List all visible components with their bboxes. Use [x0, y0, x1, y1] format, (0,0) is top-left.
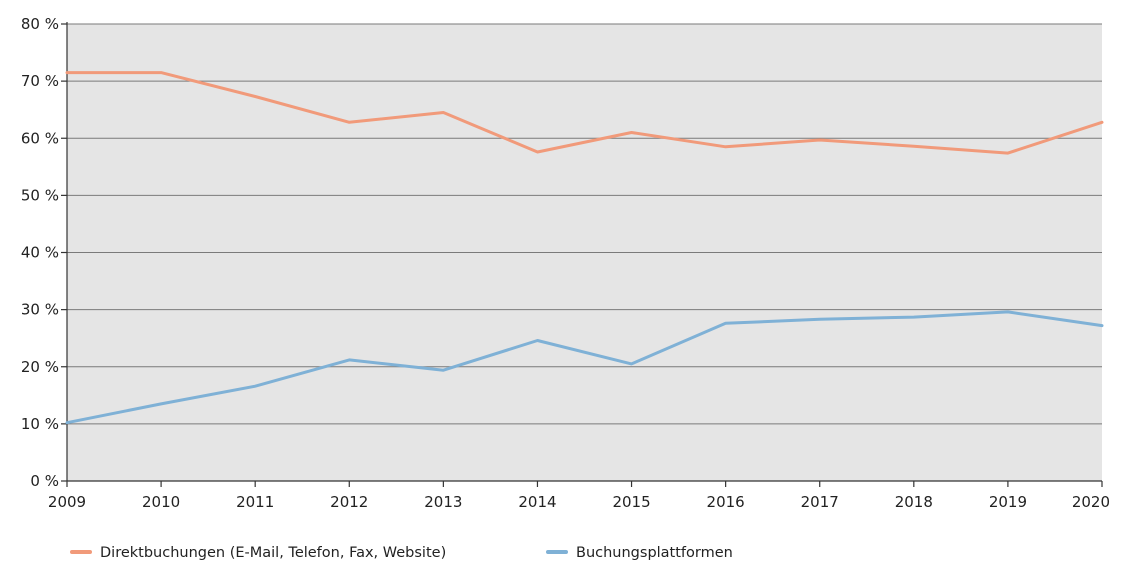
x-tick-label: 2017: [801, 493, 839, 511]
y-tick-label: 10 %: [21, 415, 59, 433]
y-tick-label: 20 %: [21, 358, 59, 376]
y-tick-label: 80 %: [21, 15, 59, 33]
y-tick-label: 70 %: [21, 72, 59, 90]
series-line-2: [65, 310, 1104, 425]
x-axis-tick-labels: 2009 2010 2011 2012 2013 2014 2015 2016 2017 2018…: [48, 481, 1110, 511]
legend-label: Direktbuchungen (E-Mail, Telefon, Fax, W…: [100, 545, 446, 561]
gridlines: [67, 23, 1102, 425]
legend-label: Buchungsplattformen: [576, 545, 733, 561]
legend: Direktbuchungen (E-Mail, Telefon, Fax, W…: [70, 545, 733, 561]
y-tick-label: 0 %: [30, 472, 59, 490]
x-tick-label: 2013: [424, 493, 462, 511]
x-tick-label: 2019: [989, 493, 1027, 511]
y-tick-label: 40 %: [21, 244, 59, 262]
x-tick-label: 2011: [236, 493, 274, 511]
y-tick-label: 50 %: [21, 186, 59, 204]
y-tick-label: 60 %: [21, 129, 59, 147]
axes: [66, 22, 1102, 482]
series-lines: [65, 71, 1104, 425]
series-line-1: [65, 71, 1104, 155]
x-tick-label: 2016: [707, 493, 745, 511]
x-tick-label: 2014: [518, 493, 556, 511]
x-tick-label: 2015: [612, 493, 650, 511]
y-axis-tick-labels: 0 % 10 % 20 % 30 % 40 % 50 % 60 % 70 % 80 %: [21, 15, 67, 490]
x-tick-label: 2010: [142, 493, 180, 511]
x-tick-label: 2012: [330, 493, 368, 511]
y-tick-label: 30 %: [21, 301, 59, 319]
x-tick-label: 2020: [1072, 493, 1110, 511]
x-tick-label: 2009: [48, 493, 86, 511]
x-tick-label: 2018: [895, 493, 933, 511]
